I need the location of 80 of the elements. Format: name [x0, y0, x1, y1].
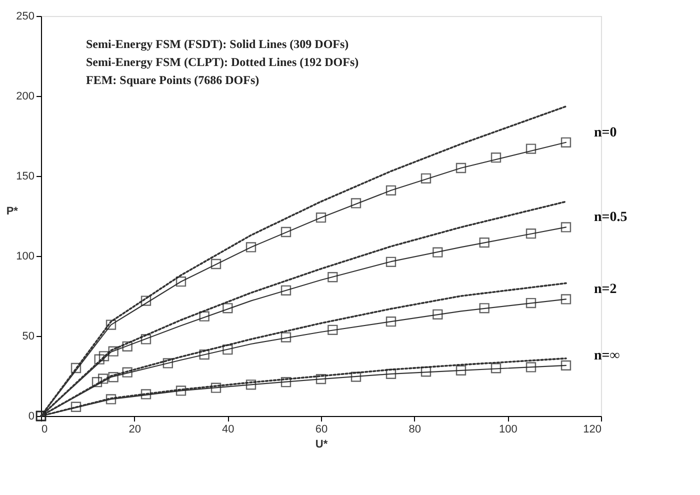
point: [122, 367, 132, 378]
y-tick-label: 50: [22, 330, 34, 342]
x-axis-title: U*: [315, 438, 328, 450]
x-tick-label: 40: [222, 424, 234, 436]
point: [350, 372, 362, 382]
point: [490, 152, 502, 163]
point: [106, 320, 116, 330]
point: [526, 362, 536, 372]
y-tick-label: 250: [16, 10, 34, 22]
point: [280, 226, 292, 238]
point: [106, 394, 116, 404]
annotation: n=2: [594, 282, 617, 298]
x-tick-label: 100: [498, 424, 518, 436]
y-tick-label: 200: [16, 90, 34, 102]
point: [479, 237, 490, 248]
point: [386, 256, 396, 267]
point: [560, 222, 572, 232]
point: [386, 185, 396, 196]
point: [92, 377, 102, 388]
y-tick-label: 100: [16, 250, 34, 262]
point: [98, 374, 108, 384]
point: [108, 372, 118, 382]
point: [479, 303, 490, 314]
point: [140, 334, 152, 344]
point: [222, 303, 233, 314]
annotation: n=0.5: [594, 210, 628, 226]
annotation: n=∞: [594, 348, 620, 364]
point: [94, 354, 104, 364]
point: [108, 346, 118, 356]
annotation: n=0: [594, 125, 617, 140]
point: [432, 247, 443, 258]
point: [176, 276, 186, 287]
point: [386, 316, 396, 327]
point: [490, 363, 502, 374]
point: [280, 332, 292, 342]
x-tick-label: 80: [408, 424, 421, 436]
point: [386, 368, 396, 379]
point: [98, 351, 110, 362]
point: [222, 344, 233, 355]
point: [350, 198, 362, 208]
point: [328, 272, 338, 282]
point: [432, 309, 443, 320]
point: [246, 242, 256, 252]
point: [246, 380, 256, 390]
point: [526, 144, 536, 154]
point: [280, 377, 292, 388]
point: [199, 311, 210, 322]
point: [280, 285, 292, 296]
point: [560, 137, 572, 148]
point: [526, 298, 536, 308]
point: [526, 228, 536, 239]
x-tick-label: 20: [128, 424, 141, 436]
x-tick-label: 60: [315, 424, 328, 436]
point: [210, 382, 222, 393]
point: [70, 402, 82, 412]
x-tick-label: 0: [42, 424, 48, 436]
point: [210, 258, 222, 270]
annotation: Semi-Energy FSM (FSDT): Solid Lines (309 DOFs): [86, 37, 349, 51]
point: [456, 365, 466, 376]
x-tick-label: 120: [583, 424, 602, 436]
point: [122, 341, 132, 352]
point: [560, 294, 572, 304]
point: [70, 362, 82, 374]
point: [560, 360, 572, 371]
point: [420, 173, 432, 184]
point: [316, 374, 326, 384]
point: [162, 358, 174, 368]
y-tick-label: 0: [28, 410, 34, 422]
point: [176, 386, 186, 396]
point: [420, 366, 432, 377]
point: [140, 296, 152, 306]
point: [316, 212, 326, 223]
point: [328, 324, 338, 335]
point: [456, 162, 466, 174]
y-tick-label: 150: [16, 170, 34, 182]
point: [140, 389, 152, 400]
point: [199, 349, 210, 360]
annotation: Semi-Energy FSM (CLPT): Dotted Lines (192 DOFs): [86, 55, 359, 69]
annotation: FEM: Square Points (7686 DOFs): [86, 73, 260, 87]
y-axis-title: P*: [6, 206, 19, 218]
